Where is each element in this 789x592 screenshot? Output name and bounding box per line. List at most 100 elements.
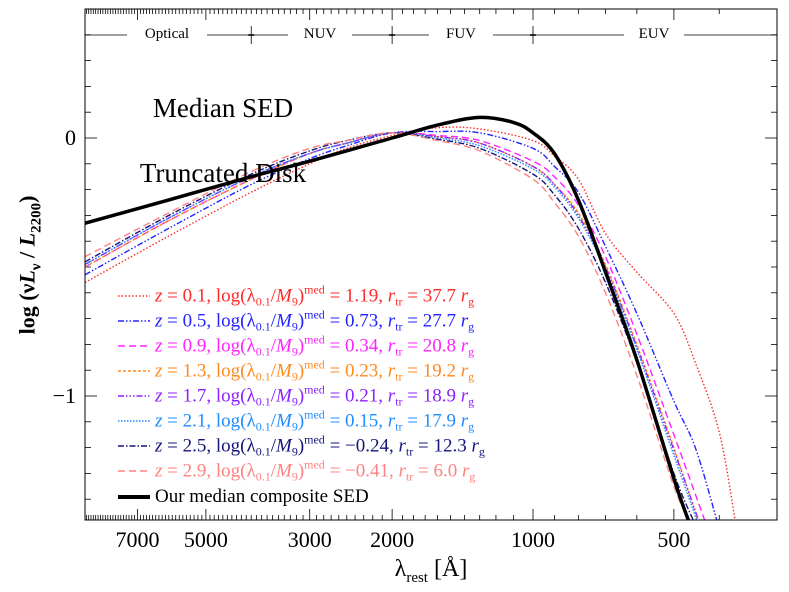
legend-eq: = — [324, 385, 346, 407]
y-tick-label: −1 — [52, 383, 76, 408]
legend-z-symbol: z — [155, 435, 163, 457]
series-curves — [85, 115, 736, 520]
legend-r-tr: 12.3 — [433, 435, 467, 457]
legend-slash: / — [270, 335, 276, 357]
x-tick-label: 3000 — [287, 527, 332, 552]
legend-comma: , — [206, 435, 216, 457]
legend-close: ) — [297, 335, 305, 357]
legend-entry: Our median composite SED — [155, 486, 369, 508]
legend-log: log(λ — [215, 435, 256, 457]
legend-log: log(λ — [215, 410, 256, 432]
legend-slash: / — [270, 360, 276, 382]
legend-log-ratio: 1.19 — [345, 285, 379, 307]
legend-slash: / — [270, 460, 276, 482]
legend-r-tr: 17.9 — [422, 410, 456, 432]
legend-r-tr: 6.0 — [433, 460, 458, 482]
legend-entry: z = 2.5, log(λ0.1/M9)med = −0.24, rtr = … — [155, 433, 485, 460]
x-tick-label: 7000 — [115, 527, 160, 552]
legend-r-tr: 37.7 — [422, 285, 456, 307]
legend-sup: med — [304, 332, 325, 347]
legend-z-symbol: z — [155, 410, 163, 432]
legend-sub: 9 — [291, 419, 298, 434]
legend-eq: = — [402, 335, 423, 357]
legend-comma: , — [206, 385, 216, 407]
legend-close: ) — [297, 285, 305, 307]
series-line-z2.9 — [85, 132, 690, 520]
legend-eq: = — [324, 310, 346, 332]
band-label: EUV — [638, 26, 670, 42]
legend-log-ratio: 0.34 — [345, 335, 379, 357]
legend-M: M — [275, 310, 292, 332]
legend-z-value: 2.9 — [182, 460, 207, 482]
band-label: Optical — [144, 26, 190, 42]
legend-comma: , — [206, 410, 216, 432]
legend-sub: g — [468, 369, 475, 384]
legend-entry: z = 0.1, log(λ0.1/M9)med = 1.19, rtr = 3… — [155, 283, 474, 310]
legend-sub: 9 — [291, 319, 298, 334]
axis-ticks — [85, 9, 777, 520]
legend-log-ratio: −0.24 — [345, 435, 389, 457]
y-label-post: ) — [14, 195, 40, 203]
y-label-pre: log (ν — [14, 283, 40, 335]
band-label: FUV — [445, 26, 477, 42]
legend-M: M — [275, 410, 292, 432]
legend-slash: / — [270, 285, 276, 307]
series-line-z0.5 — [85, 130, 718, 520]
legend-eq: = — [402, 385, 423, 407]
legend-sup: med — [304, 407, 325, 422]
x-label-unit: [Å] — [427, 556, 468, 582]
legend-sub: g — [469, 469, 476, 484]
legend-comma: , — [389, 460, 399, 482]
legend-r: r — [460, 410, 469, 432]
x-axis-label: λrest [Å] — [395, 556, 468, 587]
legend-eq: = — [402, 360, 423, 382]
legend-eq: = — [162, 410, 183, 432]
legend-slash: / — [270, 385, 276, 407]
legend-comma: , — [378, 310, 388, 332]
legend-eq: = — [413, 460, 434, 482]
legend-comma: , — [378, 410, 388, 432]
legend-sup: med — [304, 357, 325, 372]
legend-sub: 0.1 — [255, 469, 271, 484]
legend-sub: 0.1 — [255, 344, 271, 359]
legend-entry: z = 1.7, log(λ0.1/M9)med = 0.21, rtr = 1… — [155, 383, 474, 410]
legend-sub: tr — [395, 344, 403, 359]
legend-r: r — [460, 335, 469, 357]
legend-slash: / — [270, 310, 276, 332]
series-line-z0.1 — [85, 126, 736, 520]
legend-z-value: 2.1 — [182, 410, 207, 432]
x-label-main: λ — [394, 556, 407, 582]
legend-close: ) — [297, 385, 305, 407]
legend-z-symbol: z — [155, 360, 163, 382]
legend-z-symbol: z — [155, 460, 163, 482]
legend-sub: g — [468, 344, 475, 359]
legend-eq: = — [162, 285, 183, 307]
legend-sub: g — [468, 419, 475, 434]
legend-eq: = — [162, 335, 183, 357]
band-label: NUV — [303, 26, 337, 42]
legend-z-value: 1.7 — [182, 385, 207, 407]
legend-sub: 9 — [291, 394, 298, 409]
legend-eq: = — [402, 285, 423, 307]
legend-entry: z = 0.5, log(λ0.1/M9)med = 0.73, rtr = 2… — [155, 308, 474, 335]
legend-eq: = — [324, 410, 346, 432]
legend-sub: 9 — [291, 469, 298, 484]
legend-log-ratio: 0.15 — [345, 410, 379, 432]
legend-sub: 0.1 — [255, 394, 271, 409]
legend-r: r — [461, 460, 470, 482]
legend-eq: = — [324, 360, 346, 382]
legend-comma: , — [206, 335, 216, 357]
legend-sub: tr — [405, 444, 414, 459]
legend-sub: g — [468, 394, 475, 409]
legend-sub: 9 — [291, 344, 298, 359]
legend-z-symbol: z — [155, 335, 163, 357]
legend-r: r — [387, 310, 396, 332]
legend-sub: tr — [395, 294, 403, 309]
legend-eq: = — [413, 435, 434, 457]
legend-eq: = — [402, 310, 423, 332]
legend-swatches — [118, 295, 150, 499]
legend-eq: = — [324, 285, 346, 307]
chart-title-line-1: Median SED — [152, 93, 294, 123]
legend-z-value: 2.5 — [182, 435, 207, 457]
legend-log: log(λ — [215, 310, 256, 332]
